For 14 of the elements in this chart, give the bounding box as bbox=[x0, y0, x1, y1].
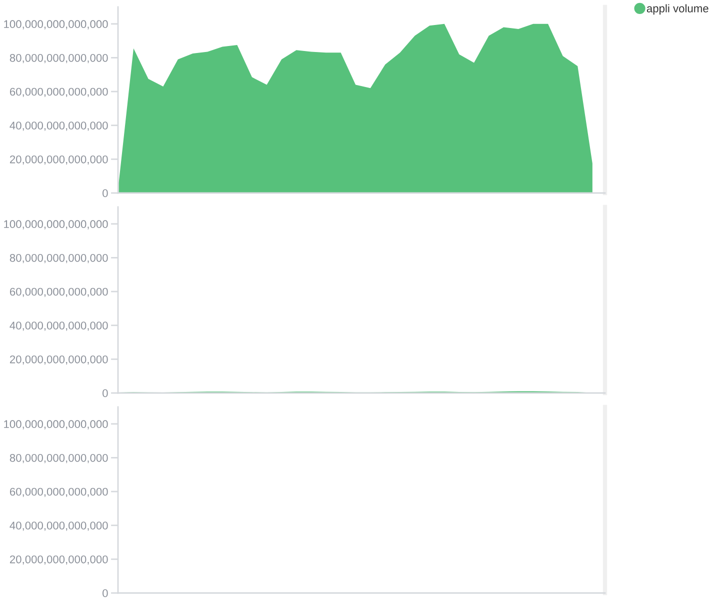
y-tick-label: 100,000,000,000,000 bbox=[4, 20, 108, 30]
y-tick-label: 0 bbox=[102, 389, 108, 398]
y-tick-label: 80,000,000,000,000 bbox=[10, 254, 108, 264]
y-tick-label: 80,000,000,000,000 bbox=[10, 54, 108, 64]
y-tick-label: 40,000,000,000,000 bbox=[10, 322, 108, 331]
y-tick-label: 20,000,000,000,000 bbox=[10, 155, 108, 165]
y-tick-label: 20,000,000,000,000 bbox=[10, 355, 108, 365]
y-tick-label: 40,000,000,000,000 bbox=[10, 122, 108, 131]
y-tick-label: 100,000,000,000,000 bbox=[4, 220, 108, 230]
legend-label: appli volume bbox=[646, 4, 708, 15]
y-tick-label: 0 bbox=[102, 589, 108, 598]
y-tick-label: 60,000,000,000,000 bbox=[10, 288, 108, 297]
y-tick-label: 0 bbox=[102, 189, 108, 198]
y-tick-label: 60,000,000,000,000 bbox=[10, 88, 108, 97]
